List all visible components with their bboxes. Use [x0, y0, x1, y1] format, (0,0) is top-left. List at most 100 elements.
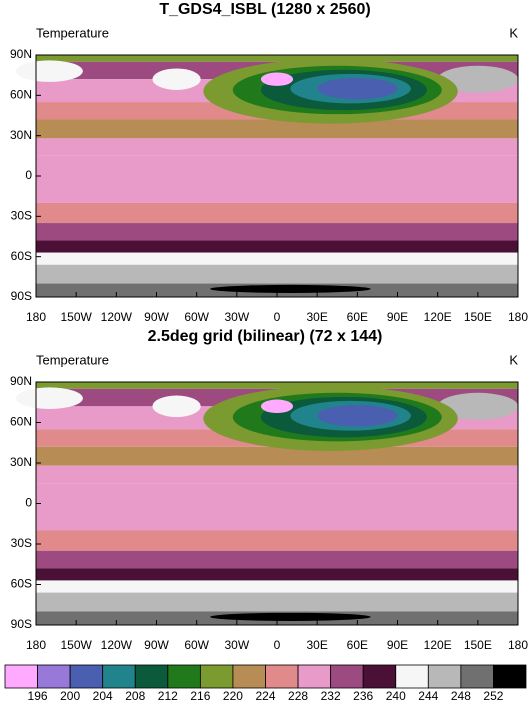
y-tick-label: 0 — [25, 496, 32, 510]
field-band — [36, 155, 518, 203]
field-band — [36, 530, 518, 551]
x-tick-label: 150W — [60, 310, 92, 324]
units-label: K — [509, 25, 518, 40]
field-band — [36, 138, 518, 156]
field-band — [36, 119, 518, 139]
x-tick-label: 60W — [184, 310, 209, 324]
field-band — [36, 550, 518, 569]
x-tick-label: 60W — [184, 638, 209, 652]
field-band — [36, 446, 518, 466]
field-band — [36, 252, 518, 265]
colorbar-box — [232, 664, 266, 689]
field-region — [260, 72, 294, 86]
field-region — [260, 399, 294, 414]
field-region — [15, 60, 83, 82]
field-band — [36, 264, 518, 284]
colorbar-label: 212 — [158, 689, 178, 703]
field-region — [15, 387, 83, 410]
colorbar-box — [199, 664, 234, 689]
field-region — [210, 284, 371, 293]
field-band — [36, 568, 518, 581]
field-label: Temperature — [36, 352, 109, 367]
colorbar-label: 204 — [93, 689, 113, 703]
colorbar-label: 232 — [321, 689, 341, 703]
map-panel: 2.5deg grid (bilinear) (72 x 144) Tempera… — [10, 328, 528, 652]
field-region — [210, 612, 371, 621]
panel-title: 2.5deg grid (bilinear) (72 x 144) — [148, 328, 383, 345]
field-band — [36, 580, 518, 593]
x-tick-label: 30E — [306, 310, 327, 324]
field-region — [437, 392, 518, 420]
y-tick-label: 0 — [25, 168, 32, 182]
colorbar-box — [102, 664, 136, 689]
colorbar-label: 240 — [386, 689, 406, 703]
colorbar-label: 208 — [125, 689, 145, 703]
y-tick-label: 30N — [10, 128, 32, 142]
x-tick-label: 0 — [274, 638, 281, 652]
field-band — [36, 223, 518, 241]
field-label: Temperature — [36, 25, 109, 40]
x-tick-label: 90E — [387, 310, 408, 324]
field-region — [152, 68, 201, 90]
x-tick-label: 120W — [101, 310, 133, 324]
field-band — [36, 55, 518, 62]
y-tick-label: 60N — [10, 88, 32, 102]
colorbar-label: 228 — [288, 689, 308, 703]
field-band — [36, 202, 518, 224]
x-tick-label: 150W — [60, 638, 92, 652]
colorbar-label: 252 — [483, 689, 503, 703]
x-tick-label: 90E — [387, 638, 408, 652]
x-tick-label: 180 — [508, 310, 528, 324]
colorbar-box — [297, 664, 332, 689]
x-tick-label: 30E — [306, 638, 327, 652]
x-tick-label: 180 — [508, 638, 528, 652]
colorbar-box — [134, 664, 169, 689]
y-tick-label: 90N — [10, 374, 32, 388]
y-tick-label: 30N — [10, 455, 32, 469]
colorbar-box — [460, 664, 494, 689]
y-tick-label: 30S — [11, 209, 32, 223]
x-tick-label: 150E — [464, 310, 492, 324]
colorbar-box — [362, 664, 397, 689]
colorbar-box — [69, 664, 104, 689]
field-region — [317, 77, 398, 100]
field-region — [152, 395, 201, 418]
colorbar-label: 220 — [223, 689, 243, 703]
field-band — [36, 465, 518, 484]
x-tick-label: 150E — [464, 638, 492, 652]
colorbar-label: 248 — [451, 689, 471, 703]
x-tick-label: 0 — [274, 310, 281, 324]
x-tick-label: 180 — [26, 310, 46, 324]
x-tick-label: 120W — [101, 638, 133, 652]
y-tick-label: 90N — [10, 47, 32, 61]
field-band — [36, 592, 518, 612]
colorbar-label: 216 — [190, 689, 210, 703]
y-tick-label: 30S — [11, 536, 32, 550]
colorbar-box — [330, 664, 364, 689]
y-tick-label: 60N — [10, 415, 32, 429]
colorbar-box — [37, 664, 71, 689]
field-region — [317, 404, 398, 427]
colorbar-box — [167, 664, 201, 689]
y-tick-label: 90S — [11, 617, 32, 631]
x-tick-label: 90W — [144, 310, 169, 324]
colorbar-box — [265, 664, 299, 689]
colorbar-label: 196 — [28, 689, 48, 703]
x-tick-label: 120E — [424, 638, 452, 652]
x-tick-label: 120E — [424, 310, 452, 324]
y-tick-label: 60S — [11, 577, 32, 591]
x-tick-label: 30W — [224, 310, 249, 324]
x-tick-label: 90W — [144, 638, 169, 652]
field-band — [36, 483, 518, 531]
field-band — [36, 240, 518, 253]
x-tick-label: 180 — [26, 638, 46, 652]
colorbar-label: 244 — [418, 689, 438, 703]
field-band — [36, 382, 518, 389]
field-region — [437, 65, 518, 93]
x-tick-label: 60E — [347, 310, 368, 324]
units-label: K — [509, 352, 518, 367]
x-tick-label: 30W — [224, 638, 249, 652]
panel-title: T_GDS4_ISBL (1280 x 2560) — [159, 1, 370, 18]
